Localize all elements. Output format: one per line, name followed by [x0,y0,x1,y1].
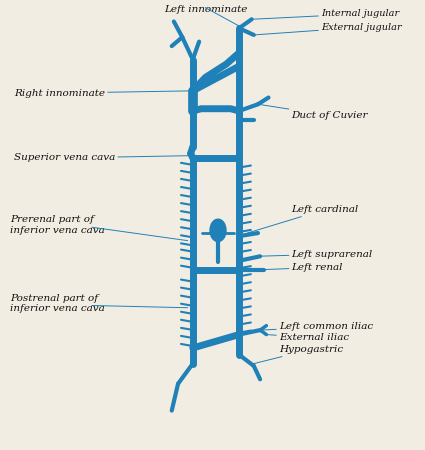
Text: Left cardinal: Left cardinal [247,205,359,233]
Text: Left renal: Left renal [260,263,343,272]
Ellipse shape [210,219,226,242]
Text: Left suprarenal: Left suprarenal [256,250,373,259]
Text: Hypogastric: Hypogastric [254,345,343,364]
Text: Superior vena cava: Superior vena cava [14,153,191,162]
Text: External jugular: External jugular [254,23,402,35]
Text: Right innominate: Right innominate [14,89,193,98]
Text: Left common iliac: Left common iliac [260,323,373,332]
Text: Duct of Cuvier: Duct of Cuvier [258,104,368,120]
Text: Left innominate: Left innominate [164,5,247,14]
Text: Postrenal part of
inferior vena cava: Postrenal part of inferior vena cava [10,293,105,313]
Text: Internal jugular: Internal jugular [252,9,399,19]
Text: Prerenal part of
inferior vena cava: Prerenal part of inferior vena cava [10,215,105,235]
Text: External iliac: External iliac [266,333,349,342]
